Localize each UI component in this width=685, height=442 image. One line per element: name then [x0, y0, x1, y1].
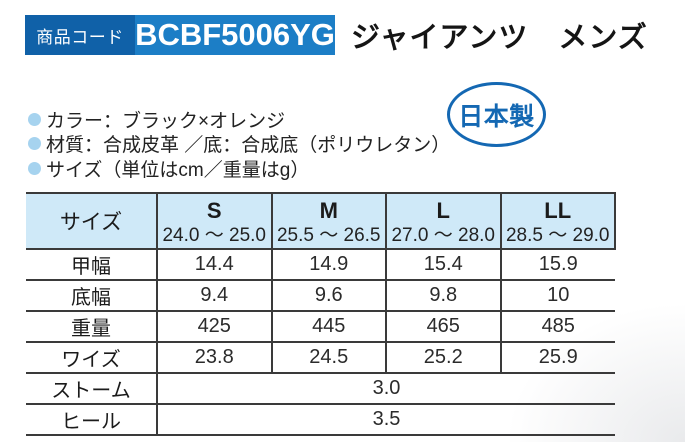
row-label: 底幅 — [26, 279, 157, 311]
table-header-row: サイズ S 24.0 ～ 25.0 M 25.5 ～ 26.5 L 27.0 ～… — [26, 192, 616, 249]
table-col-header-s: S 24.0 ～ 25.0 — [156, 192, 272, 249]
cell-value: 9.6 — [270, 279, 386, 311]
table-corner-cell: サイズ — [26, 192, 157, 249]
cell-value: 465 — [385, 310, 501, 342]
size-spec-table: サイズ S 24.0 ～ 25.0 M 25.5 ～ 26.5 L 27.0 ～… — [26, 192, 616, 436]
table-col-header-l: L 27.0 ～ 28.0 — [385, 192, 501, 249]
product-code-label: 商品コード — [25, 15, 135, 55]
row-label: ストーム — [26, 372, 157, 404]
cell-value: 25.2 — [385, 341, 501, 373]
cell-value: 9.4 — [156, 279, 272, 311]
table-row-instep-width: 甲幅 14.4 14.9 15.4 15.9 — [26, 248, 615, 280]
cell-value: 15.4 — [385, 248, 501, 280]
cell-value: 9.8 — [385, 279, 501, 311]
spec-item-material: 材質：合成皮革 ／底：合成底（ポリウレタン） — [28, 132, 451, 157]
product-code-bar: 商品コード BCBF5006YG — [25, 15, 335, 55]
product-title: ジャイアンツ メンズ — [351, 22, 648, 54]
made-in-japan-badge: 日本製 — [447, 82, 546, 147]
cell-value: 445 — [270, 310, 386, 342]
cell-value-merged: 3.5 — [156, 403, 615, 436]
table-row-sole-width: 底幅 9.4 9.6 9.8 10 — [26, 279, 615, 311]
cell-value: 25.9 — [499, 341, 615, 373]
row-label: 重量 — [26, 310, 157, 342]
cell-value: 425 — [156, 310, 272, 342]
product-code-value: BCBF5006YG — [135, 15, 335, 55]
cell-value-merged: 3.0 — [156, 372, 615, 404]
row-label: 甲幅 — [26, 248, 157, 280]
size-range: 25.5 ～ 26.5 — [276, 224, 381, 246]
size-range: 28.5 ～ 29.0 — [505, 224, 610, 246]
cell-value: 14.9 — [270, 248, 386, 280]
spec-color-text: カラー：ブラック×オレンジ — [46, 110, 286, 132]
cell-value: 14.4 — [156, 248, 272, 280]
size-letter: L — [436, 197, 450, 223]
table-row-heel: ヒール 3.5 — [26, 403, 615, 436]
spec-item-color: カラー：ブラック×オレンジ — [28, 107, 450, 132]
spec-material-text: 材質：合成皮革 ／底：合成底（ポリウレタン） — [46, 135, 451, 157]
cell-value: 24.5 — [270, 341, 386, 373]
row-label: ヒール — [26, 403, 157, 436]
size-letter: S — [206, 197, 222, 223]
spec-list: カラー：ブラック×オレンジ 材質：合成皮革 ／底：合成底（ポリウレタン） サイズ… — [28, 107, 450, 181]
table-col-header-ll: LL 28.5 ～ 29.0 — [499, 192, 616, 249]
made-in-japan-text: 日本製 — [458, 102, 535, 131]
cell-value: 10 — [499, 279, 615, 311]
bullet-icon — [28, 137, 41, 151]
spec-size-note-text: サイズ（単位はcm／重量はg） — [46, 159, 310, 181]
table-row-storm: ストーム 3.0 — [26, 372, 615, 404]
row-label: ワイズ — [26, 341, 157, 373]
size-range: 27.0 ～ 28.0 — [391, 224, 496, 246]
table-row-wise: ワイズ 23.8 24.5 25.2 25.9 — [26, 341, 615, 373]
table-row-weight: 重量 425 445 465 485 — [26, 310, 615, 342]
size-letter: LL — [544, 197, 572, 223]
cell-value: 485 — [499, 310, 615, 342]
size-range: 24.0 ～ 25.0 — [162, 224, 267, 246]
table-col-header-m: M 25.5 ～ 26.5 — [270, 192, 386, 249]
cell-value: 23.8 — [156, 341, 272, 373]
size-letter: M — [319, 197, 338, 223]
spec-item-size-note: サイズ（単位はcm／重量はg） — [28, 156, 450, 181]
bullet-icon — [28, 112, 41, 126]
bullet-icon — [28, 161, 41, 175]
cell-value: 15.9 — [499, 248, 615, 280]
